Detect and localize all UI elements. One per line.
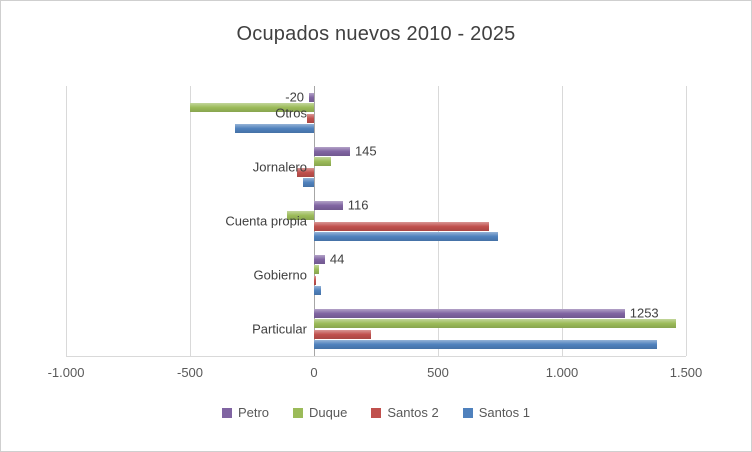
legend-swatch-santos-1 xyxy=(462,407,473,418)
category-label-gobierno: Gobierno xyxy=(253,267,307,283)
gridline xyxy=(686,86,687,356)
legend: Petro Duque Santos 2 Santos 1 xyxy=(1,405,751,420)
x-axis-tick-label: -1.000 xyxy=(47,365,85,380)
x-axis-tick-label: 1.500 xyxy=(669,365,703,380)
category-label-cuenta-propia: Cuenta propia xyxy=(225,213,307,229)
category-label-otros: Otros xyxy=(275,105,307,121)
bar-petro-jornalero xyxy=(314,146,350,156)
zero-axis-line xyxy=(314,86,315,356)
bar-petro-gobierno xyxy=(314,254,325,264)
bar-santos-1-particular xyxy=(314,340,658,350)
bar-santos-1-gobierno xyxy=(314,286,321,296)
bar-petro-otros xyxy=(309,92,314,102)
x-axis-tick-label: -500 xyxy=(176,365,204,380)
legend-swatch-santos-2 xyxy=(371,407,382,418)
legend-item-duque: Duque xyxy=(293,405,347,420)
data-label-gobierno: 44 xyxy=(329,251,345,267)
legend-item-santos-2: Santos 2 xyxy=(371,405,439,420)
gridline xyxy=(66,86,67,356)
bar-petro-cuenta-propia xyxy=(314,200,343,210)
data-label-otros: -20 xyxy=(285,89,305,105)
bar-duque-cuenta-propia xyxy=(286,211,314,221)
bar-santos-2-cuenta-propia xyxy=(314,221,489,231)
bar-santos-2-otros xyxy=(306,113,314,123)
category-label-jornalero: Jornalero xyxy=(252,159,307,175)
x-axis-tick-label: 0 xyxy=(310,365,318,380)
legend-item-santos-1: Santos 1 xyxy=(462,405,531,420)
bar-petro-particular xyxy=(314,308,625,318)
data-label-jornalero: 145 xyxy=(354,143,377,159)
category-label-particular: Particular xyxy=(252,321,307,337)
legend-swatch-petro xyxy=(221,407,232,418)
legend-label-santos-2: Santos 2 xyxy=(387,405,439,420)
bar-duque-jornalero xyxy=(314,157,332,167)
legend-item-petro: Petro xyxy=(221,405,270,420)
legend-label-petro: Petro xyxy=(237,405,270,420)
chart-title: Ocupados nuevos 2010 - 2025 xyxy=(236,23,516,45)
bar-duque-particular xyxy=(314,319,677,329)
legend-label-duque: Duque xyxy=(309,405,348,420)
data-label-cuenta-propia: 116 xyxy=(347,197,369,213)
bar-duque-otros xyxy=(190,103,314,113)
legend-swatch-duque xyxy=(293,407,304,418)
plot-area: -1.000 -500 0 500 1.000 1.500 Otros -20 Jornaler… xyxy=(48,86,702,380)
x-axis-tick-label: 500 xyxy=(427,365,449,380)
legend-label-santos-1: Santos 1 xyxy=(478,405,531,420)
gridline xyxy=(190,86,191,356)
bar-santos-2-gobierno xyxy=(314,275,317,285)
data-label-particular: 1253 xyxy=(629,305,659,321)
bar-duque-gobierno xyxy=(314,265,320,275)
bar-santos-1-cuenta-propia xyxy=(314,232,498,242)
bar-santos-2-jornalero xyxy=(296,167,314,177)
gridline xyxy=(438,86,439,356)
value-axis-line xyxy=(66,356,686,357)
bar-santos-1-otros xyxy=(234,124,314,134)
x-axis-tick-label: 1.000 xyxy=(545,365,579,380)
bar-santos-2-particular xyxy=(314,329,372,339)
gridline xyxy=(562,86,563,356)
bar-santos-1-jornalero xyxy=(302,178,314,188)
